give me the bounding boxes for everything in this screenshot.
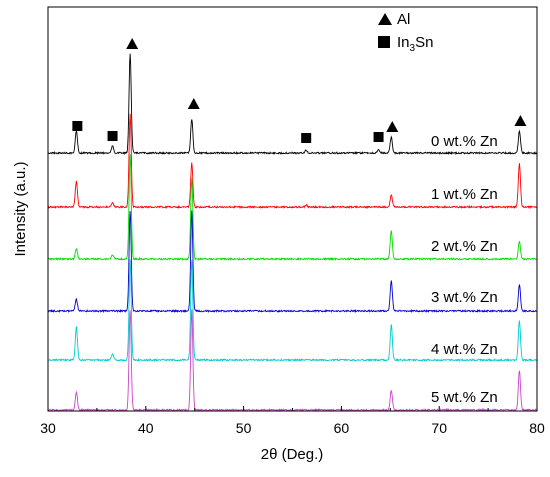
al-marker	[187, 98, 200, 109]
x-axis-label: 2θ (Deg.)	[261, 446, 324, 463]
series-line	[47, 113, 538, 210]
series-label: 0 wt.% Zn	[431, 133, 498, 150]
x-tick-label: 40	[138, 420, 154, 436]
x-tick-label: 80	[529, 420, 545, 436]
x-tick-label: 50	[236, 420, 252, 436]
al-marker	[514, 115, 527, 126]
x-tick-label: 30	[40, 420, 56, 436]
y-axis-label: Intensity (a.u.)	[12, 161, 29, 256]
legend-square-icon	[378, 36, 390, 48]
series-line	[47, 259, 538, 363]
x-tick-label: 70	[431, 420, 447, 436]
x-tick-label: 60	[334, 420, 350, 436]
al-marker	[386, 121, 399, 132]
phase-marker-layer	[72, 38, 527, 143]
legend-al-label: Al	[397, 11, 410, 28]
series-label: 4 wt.% Zn	[431, 341, 498, 358]
in3sn-marker	[72, 121, 83, 131]
series-line	[47, 154, 538, 262]
in3sn-marker	[301, 133, 312, 143]
legend: Al In3Sn	[378, 11, 433, 54]
series-label: 3 wt.% Zn	[431, 289, 498, 306]
series-label-layer: 0 wt.% Zn 1 wt.% Zn 2 wt.% Zn 3 wt.% Zn 4 wt…	[431, 133, 498, 406]
legend-in3sn-label: In3Sn	[397, 34, 433, 54]
series-line	[47, 210, 538, 314]
series-label: 5 wt.% Zn	[431, 389, 498, 406]
series-label: 2 wt.% Zn	[431, 238, 498, 255]
x-axis-ticks: 30 40 50 60 70 80	[40, 406, 545, 436]
series-label: 1 wt.% Zn	[431, 186, 498, 203]
series-line	[47, 53, 538, 156]
in3sn-marker	[373, 132, 384, 142]
in3sn-marker	[107, 131, 118, 141]
al-marker	[126, 38, 139, 49]
legend-triangle-icon	[378, 13, 392, 25]
